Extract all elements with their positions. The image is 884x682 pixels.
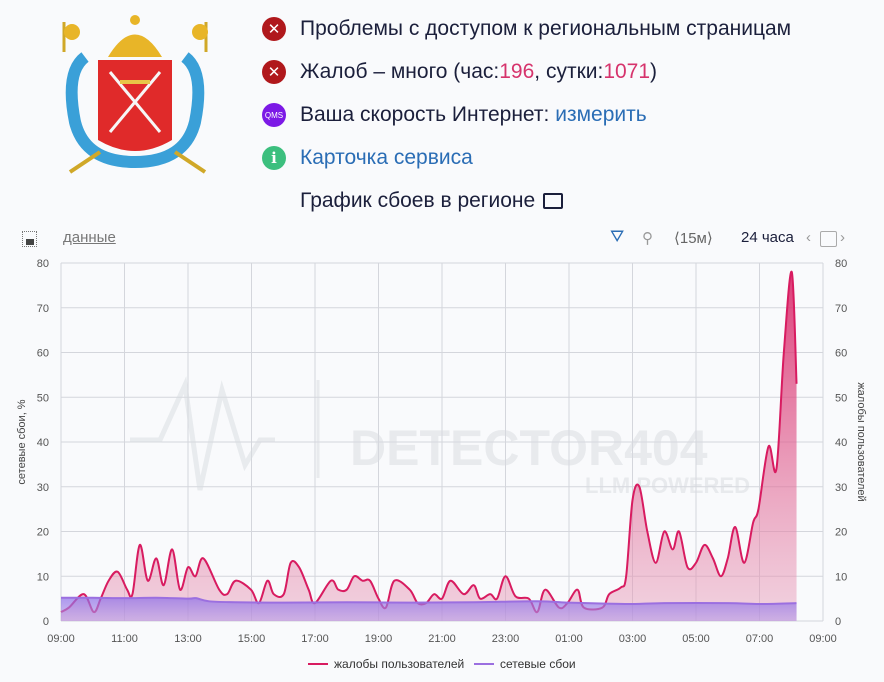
error-icon: ✕ <box>262 17 286 41</box>
complaints-series-line <box>60 270 798 614</box>
service-card-link[interactable]: Карточка сервиса <box>300 146 473 169</box>
x-tick-label: 15:00 <box>238 633 266 645</box>
x-tick-label: 09:00 <box>47 633 75 645</box>
complaints-day: 1071 <box>603 60 651 83</box>
y-tick-left: 50 <box>37 392 49 404</box>
next-period-chevron-icon[interactable]: › <box>840 229 845 246</box>
watermark-subtitle: LLM POWERED <box>585 473 750 498</box>
x-tick-label: 19:00 <box>365 633 393 645</box>
complaints-mid: , сутки: <box>534 60 604 83</box>
user-icon[interactable]: ⚲ <box>642 230 653 247</box>
y-tick-left: 80 <box>37 258 49 270</box>
network-series-line <box>60 596 797 606</box>
calendar-icon[interactable] <box>820 231 837 247</box>
y-tick-right: 30 <box>835 482 847 494</box>
status-speed: QMS Ваша скорость Интернет: измерить <box>262 103 647 127</box>
y-tick-right: 60 <box>835 348 847 360</box>
x-tick-label: 07:00 <box>746 633 774 645</box>
y-tick-left: 10 <box>37 571 49 583</box>
monitor-icon[interactable] <box>543 193 564 209</box>
y-tick-right: 70 <box>835 303 847 315</box>
x-tick-label: 01:00 <box>555 633 583 645</box>
network-series-area <box>61 597 797 621</box>
coat-of-arms-logo <box>62 15 208 174</box>
y-axis-left-label: сетевые сбои, % <box>16 399 28 484</box>
y-tick-left: 70 <box>37 303 49 315</box>
access-problem-text: Проблемы с доступом к региональным стран… <box>300 17 792 40</box>
x-tick-label: 23:00 <box>492 633 520 645</box>
y-tick-right: 0 <box>835 616 841 628</box>
y-tick-right: 50 <box>835 392 847 404</box>
complaints-series-area <box>61 271 797 621</box>
x-tick-label: 11:00 <box>111 633 138 645</box>
qms-icon: QMS <box>262 103 286 127</box>
status-complaints: ✕ Жалоб – много (час: 196, сутки: 1071) <box>262 60 657 84</box>
complaints-prefix: Жалоб – много (час: <box>300 60 500 83</box>
area-chart-toggle-icon[interactable]: ⛛ <box>610 227 625 246</box>
x-tick-label: 21:00 <box>428 633 456 645</box>
status-service-card: i Карточка сервиса <box>262 146 473 170</box>
info-icon: i <box>262 146 286 170</box>
complaints-hour: 196 <box>499 60 535 83</box>
watermark: DETECTOR404 LLM POWERED <box>130 376 750 498</box>
chart-heading: График сбоев в регионе <box>300 189 564 213</box>
x-tick-label: 05:00 <box>682 633 710 645</box>
y-tick-left: 0 <box>43 616 49 628</box>
y-axis-right-label: жалобы пользователей <box>855 382 867 501</box>
y-tick-left: 40 <box>37 437 49 449</box>
legend-network-label: сетевые сбои <box>500 657 576 671</box>
y-tick-left: 60 <box>37 348 49 360</box>
legend: жалобы пользователей сетевые сбои <box>308 657 576 671</box>
prev-period-chevron-icon[interactable]: ‹ <box>806 229 811 246</box>
legend-complaints-label: жалобы пользователей <box>334 657 464 671</box>
watermark-title: DETECTOR404 <box>350 420 708 476</box>
y-tick-right: 10 <box>835 571 847 583</box>
data-link[interactable]: данные <box>63 229 116 246</box>
x-tick-label: 03:00 <box>619 633 647 645</box>
y-tick-left: 30 <box>37 482 49 494</box>
interval-selector[interactable]: ⟨15м⟩ <box>674 230 713 247</box>
x-tick-label: 17:00 <box>301 633 329 645</box>
chart-toolbar: данные ⛛ ⚲ ⟨15м⟩ 24 часа ‹ › <box>0 227 884 251</box>
chart-heading-text: График сбоев в регионе <box>300 189 536 212</box>
status-access-problem: ✕ Проблемы с доступом к региональным стр… <box>262 17 791 41</box>
y-tick-right: 20 <box>835 527 847 539</box>
y-tick-right: 40 <box>835 437 847 449</box>
x-tick-label: 09:00 <box>809 633 837 645</box>
speed-label: Ваша скорость Интернет: <box>300 103 550 126</box>
speed-test-link[interactable]: измерить <box>555 103 647 126</box>
x-tick-label: 13:00 <box>174 633 202 645</box>
period-selector[interactable]: 24 часа <box>741 229 794 246</box>
y-tick-right: 80 <box>835 258 847 270</box>
y-tick-left: 20 <box>37 527 49 539</box>
error-icon: ✕ <box>262 60 286 84</box>
screenshot-camera-icon[interactable] <box>22 231 37 247</box>
complaints-suffix: ) <box>650 60 658 83</box>
